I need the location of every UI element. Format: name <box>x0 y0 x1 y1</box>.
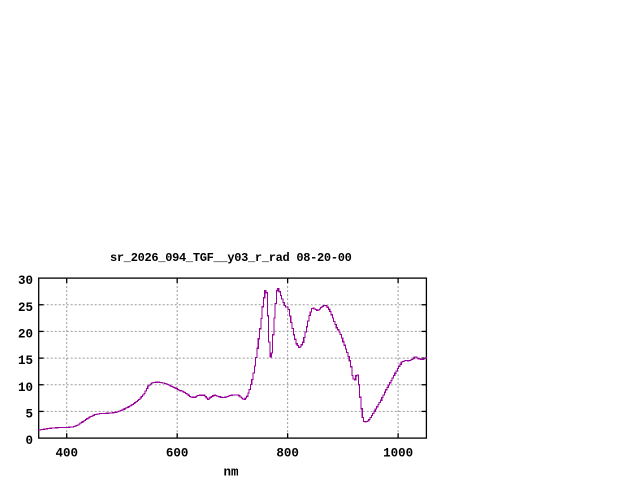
svg-text:20: 20 <box>18 328 33 342</box>
svg-text:800: 800 <box>276 447 299 461</box>
svg-text:1000: 1000 <box>383 447 413 461</box>
svg-text:10: 10 <box>18 381 33 395</box>
svg-text:25: 25 <box>18 301 33 315</box>
svg-text:30: 30 <box>18 274 33 288</box>
svg-text:0: 0 <box>25 434 33 448</box>
svg-text:nm: nm <box>223 466 239 480</box>
svg-text:600: 600 <box>166 447 189 461</box>
svg-text:400: 400 <box>55 447 78 461</box>
svg-text:5: 5 <box>25 408 33 422</box>
svg-text:15: 15 <box>18 354 33 368</box>
